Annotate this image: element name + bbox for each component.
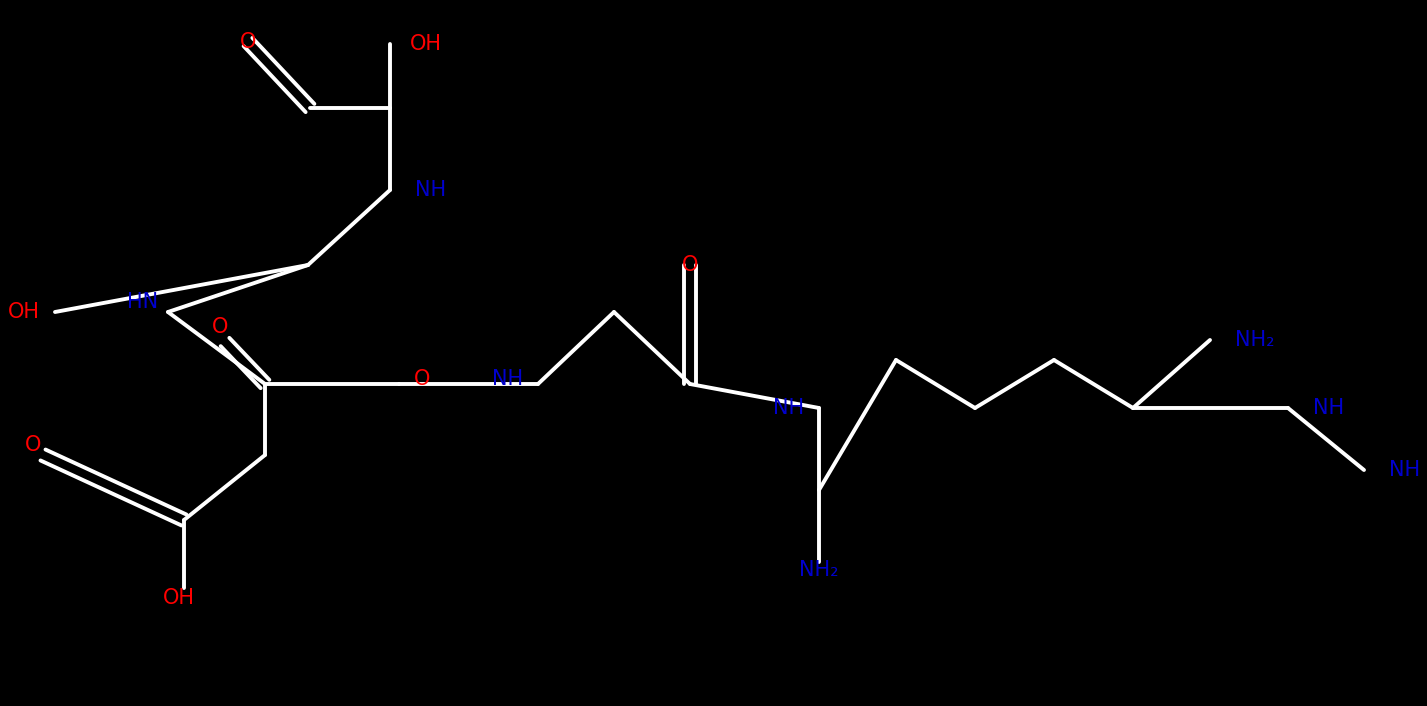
Text: NH: NH bbox=[1388, 460, 1420, 480]
Text: NH: NH bbox=[415, 180, 447, 200]
Text: NH: NH bbox=[773, 398, 803, 418]
Text: O: O bbox=[240, 32, 257, 52]
Text: OH: OH bbox=[410, 34, 442, 54]
Text: O: O bbox=[414, 369, 431, 389]
Text: OH: OH bbox=[9, 302, 40, 322]
Text: NH₂: NH₂ bbox=[1234, 330, 1274, 350]
Text: HN: HN bbox=[127, 292, 158, 312]
Text: O: O bbox=[682, 255, 698, 275]
Text: NH: NH bbox=[1313, 398, 1344, 418]
Text: NH₂: NH₂ bbox=[799, 560, 839, 580]
Text: NH: NH bbox=[492, 369, 524, 389]
Text: OH: OH bbox=[163, 588, 195, 608]
Text: O: O bbox=[211, 317, 228, 337]
Text: O: O bbox=[24, 435, 41, 455]
